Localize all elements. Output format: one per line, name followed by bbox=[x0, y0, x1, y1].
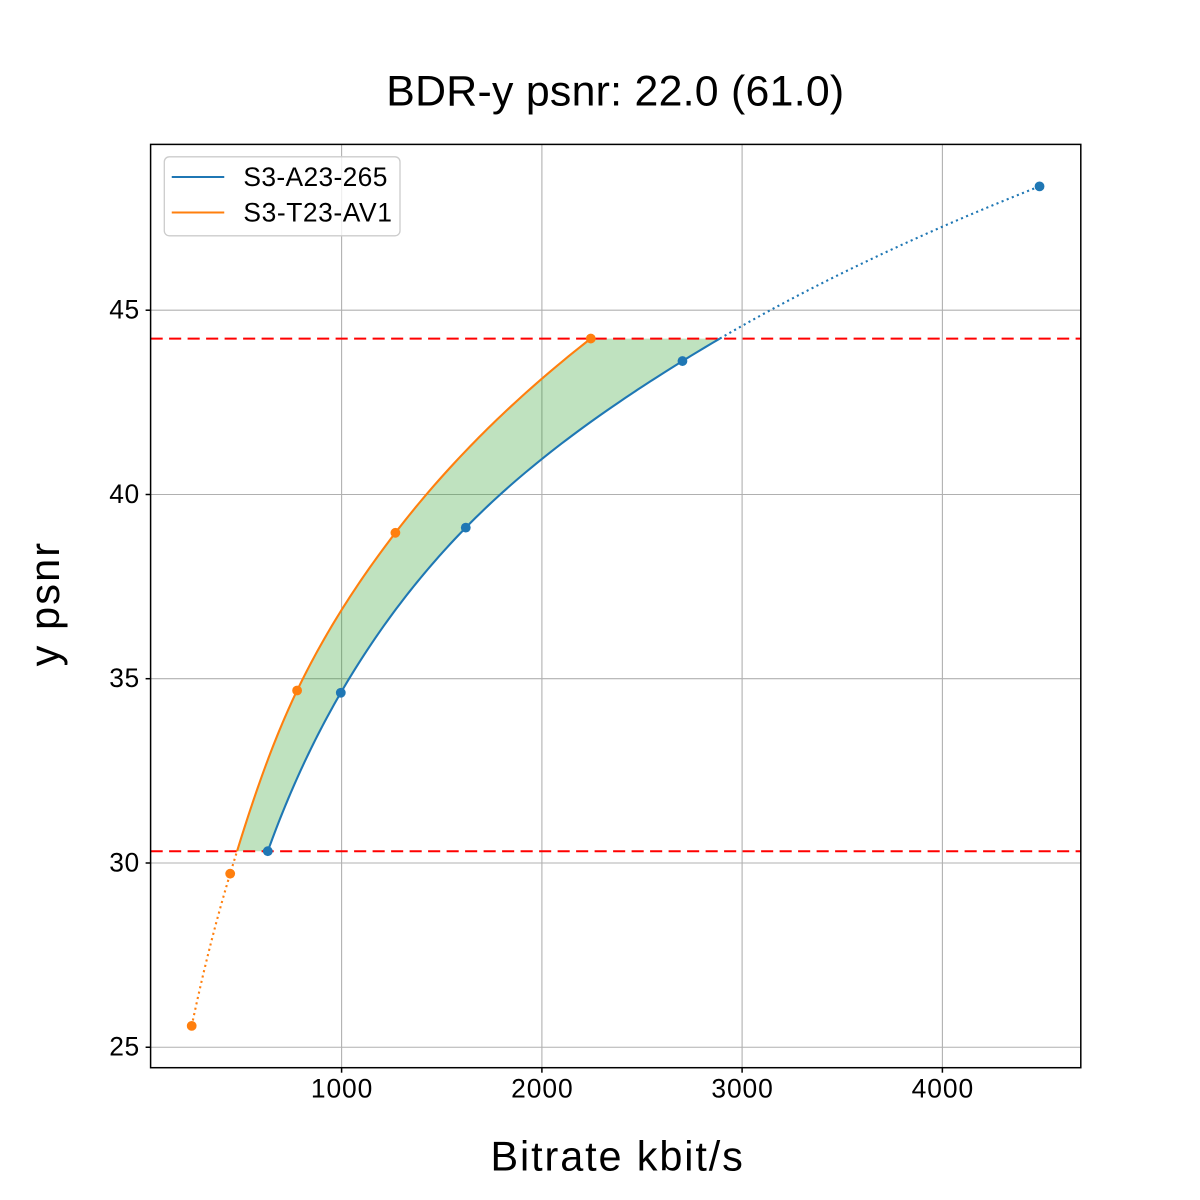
svg-text:S3-T23-AV1: S3-T23-AV1 bbox=[243, 197, 392, 227]
svg-text:35: 35 bbox=[109, 663, 139, 693]
svg-text:Bitrate kbit/s: Bitrate kbit/s bbox=[491, 1134, 743, 1180]
svg-text:4000: 4000 bbox=[912, 1074, 974, 1104]
svg-text:y psnr: y psnr bbox=[22, 543, 68, 667]
svg-text:25: 25 bbox=[109, 1032, 139, 1062]
svg-text:S3-A23-265: S3-A23-265 bbox=[243, 162, 387, 192]
svg-text:BDR-y psnr: 22.0 (61.0): BDR-y psnr: 22.0 (61.0) bbox=[386, 67, 844, 115]
svg-text:2000: 2000 bbox=[511, 1074, 573, 1104]
svg-text:30: 30 bbox=[109, 847, 139, 877]
svg-text:1000: 1000 bbox=[311, 1074, 373, 1104]
svg-text:40: 40 bbox=[109, 479, 139, 509]
svg-text:45: 45 bbox=[109, 295, 139, 325]
svg-text:3000: 3000 bbox=[711, 1074, 773, 1104]
